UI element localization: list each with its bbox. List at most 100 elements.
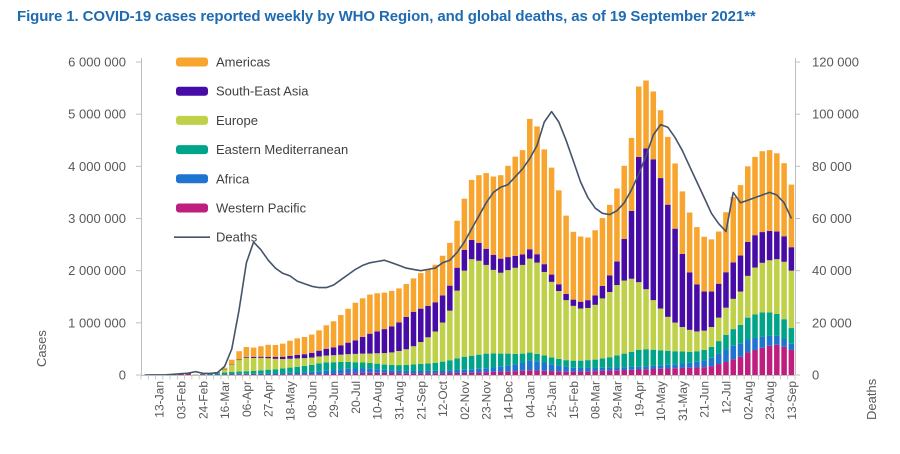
bar-segment-europe — [621, 280, 627, 354]
bar-segment-western-pacific — [388, 373, 395, 375]
bar-segment-americas — [730, 197, 736, 263]
bar-segment-south-east-asia — [534, 254, 540, 263]
bar-segment-eastern-mediterranean — [454, 358, 460, 370]
bar-segment-south-east-asia — [766, 231, 773, 261]
bar-week — [643, 80, 649, 375]
bar-segment-eastern-mediterranean — [614, 355, 620, 368]
bar-segment-eastern-mediterranean — [323, 362, 330, 371]
bar-segment-africa — [599, 367, 606, 371]
x-axis-tick-label: 13-Sep — [785, 381, 799, 420]
bar-segment-americas — [367, 294, 373, 334]
bar-segment-europe — [527, 258, 533, 353]
bar-segment-south-east-asia — [708, 291, 715, 327]
bar-segment-americas — [577, 236, 584, 302]
x-axis-tick-label: 29-Jun — [327, 381, 341, 418]
bar-segment-western-pacific — [686, 367, 693, 375]
bar-segment-western-pacific — [708, 366, 715, 375]
bar-segment-europe — [258, 357, 264, 371]
y-axis-tick-label: 20 000 — [812, 315, 852, 330]
bar-segment-south-east-asia — [359, 336, 366, 354]
bar-week — [345, 308, 351, 375]
bar-segment-western-pacific — [636, 369, 642, 375]
bar-segment-americas — [686, 212, 693, 273]
bar-segment-western-pacific — [730, 359, 736, 375]
bar-segment-africa — [505, 365, 511, 372]
x-axis-tick-label: 18-May — [284, 381, 298, 421]
bar-segment-africa — [556, 365, 562, 372]
bar-segment-south-east-asia — [592, 295, 598, 305]
bar-segment-western-pacific — [432, 373, 439, 375]
bar-segment-americas — [556, 190, 562, 285]
bar-segment-americas — [330, 321, 337, 348]
legend-swatch — [176, 115, 208, 125]
bar-segment-eastern-mediterranean — [243, 371, 250, 374]
bar-segment-south-east-asia — [505, 257, 511, 271]
bar-segment-americas — [665, 136, 671, 205]
bar-week — [192, 374, 199, 376]
bar-segment-eastern-mediterranean — [425, 363, 431, 371]
bar-segment-south-east-asia — [679, 253, 686, 327]
bar-segment-americas — [548, 167, 555, 275]
bar-segment-eastern-mediterranean — [665, 350, 671, 365]
bar-segment-south-east-asia — [759, 232, 766, 263]
bar-week — [221, 367, 228, 375]
bar-segment-south-east-asia — [715, 283, 722, 318]
bar-segment-europe — [628, 278, 635, 352]
bar-segment-western-pacific — [628, 369, 635, 375]
x-axis-tick-label: 02-Nov — [458, 381, 472, 420]
bar-segment-africa — [396, 370, 402, 374]
bar-segment-europe — [505, 270, 511, 354]
bar-segment-americas — [461, 198, 468, 250]
bar-segment-americas — [454, 220, 460, 268]
bar-segment-eastern-mediterranean — [737, 324, 744, 344]
x-axis-tick-label: 21-Sep — [414, 381, 428, 420]
bar-segment-africa — [258, 373, 264, 375]
bar-segment-south-east-asia — [279, 356, 286, 360]
bar-week — [556, 190, 562, 375]
bar-segment-americas — [425, 269, 431, 306]
x-axis-tick-label: 27-Apr — [262, 381, 276, 417]
bar-segment-americas — [781, 163, 787, 237]
bar-segment-eastern-mediterranean — [403, 364, 409, 371]
bar-segment-americas — [745, 166, 751, 242]
bar-segment-eastern-mediterranean — [570, 360, 577, 368]
bar-segment-south-east-asia — [396, 322, 402, 351]
bar-segment-americas — [410, 278, 417, 312]
bar-segment-eastern-mediterranean — [548, 357, 555, 365]
bar-segment-eastern-mediterranean — [250, 370, 257, 374]
bar-segment-africa — [737, 343, 744, 357]
bar-segment-africa — [665, 364, 671, 369]
bar-week — [686, 212, 693, 375]
bar-segment-south-east-asia — [745, 241, 751, 276]
bar-segment-western-pacific — [381, 372, 388, 375]
bar-segment-south-east-asia — [468, 239, 475, 260]
bar-week — [338, 315, 344, 375]
bar-segment-western-pacific — [403, 373, 409, 375]
legend-label: Americas — [216, 55, 271, 70]
bar-segment-south-east-asia — [737, 255, 744, 292]
bar-segment-africa — [490, 367, 497, 372]
bar-segment-africa — [388, 370, 395, 374]
bar-segment-south-east-asia — [352, 340, 359, 354]
bar-segment-americas — [309, 334, 315, 353]
bar-week — [788, 184, 795, 375]
bar-segment-western-pacific — [759, 347, 766, 375]
bar-segment-western-pacific — [468, 372, 475, 375]
bar-week — [563, 215, 569, 375]
bar-segment-south-east-asia — [236, 359, 242, 361]
bar-week — [759, 151, 766, 375]
bar-segment-eastern-mediterranean — [316, 363, 322, 372]
bar-segment-europe — [643, 289, 649, 350]
bar-segment-europe — [229, 364, 235, 373]
legend-swatch — [176, 57, 208, 67]
bar-segment-eastern-mediterranean — [505, 353, 511, 366]
bar-segment-europe — [330, 355, 337, 363]
bar-segment-europe — [534, 262, 540, 354]
bar-segment-africa — [570, 367, 577, 372]
bar-week — [577, 236, 584, 375]
bar-segment-africa — [548, 364, 555, 372]
bar-segment-africa — [715, 353, 722, 365]
bar-segment-europe — [497, 272, 504, 354]
y-axis-tick-label: 5 000 000 — [68, 107, 126, 122]
bar-segment-south-east-asia — [272, 357, 279, 359]
